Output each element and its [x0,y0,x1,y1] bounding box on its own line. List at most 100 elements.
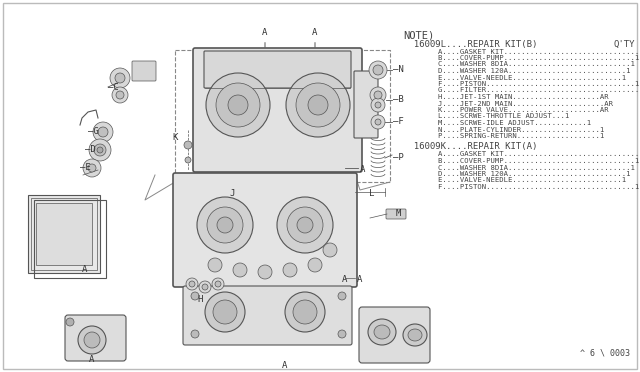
Circle shape [338,292,346,300]
Text: D....WASHER 120A...........................1: D....WASHER 120A........................… [403,171,630,177]
Circle shape [207,207,243,243]
FancyBboxPatch shape [204,51,351,88]
Circle shape [338,330,346,338]
Circle shape [287,207,323,243]
Circle shape [78,326,106,354]
FancyBboxPatch shape [183,286,352,345]
Circle shape [186,278,198,290]
FancyBboxPatch shape [386,209,406,219]
Text: E....VALVE-NEEDLE.........................1: E....VALVE-NEEDLE.......................… [403,74,626,80]
Circle shape [216,83,260,127]
FancyBboxPatch shape [65,315,126,361]
Circle shape [110,68,130,88]
Bar [36,203,92,265]
Circle shape [228,95,248,115]
Circle shape [116,91,124,99]
Text: NOTE): NOTE) [403,30,435,40]
Circle shape [112,87,128,103]
Circle shape [323,243,337,257]
FancyBboxPatch shape [354,71,378,138]
Circle shape [115,73,125,83]
Text: D....WASHER 120A...........................1: D....WASHER 120A........................… [403,68,630,74]
FancyBboxPatch shape [173,173,357,287]
Circle shape [191,292,199,300]
Circle shape [375,119,381,125]
Circle shape [199,281,211,293]
Text: A: A [357,276,363,285]
Circle shape [212,278,224,290]
Text: —C: —C [108,83,119,92]
Circle shape [308,95,328,115]
Text: A: A [342,276,348,285]
Circle shape [84,332,100,348]
Circle shape [375,102,381,108]
Text: M: M [396,208,401,218]
Circle shape [206,73,270,137]
Circle shape [297,217,313,233]
Ellipse shape [408,329,422,341]
Circle shape [308,258,322,272]
Text: C....WASHER 8DIA............................1: C....WASHER 8DIA........................… [403,61,635,67]
Circle shape [205,292,245,332]
Circle shape [258,265,272,279]
Ellipse shape [368,319,396,345]
Text: L....SCRWE-THROTTLE ADJUST...1: L....SCRWE-THROTTLE ADJUST...1 [403,113,569,119]
FancyBboxPatch shape [132,61,156,81]
Text: G....FILTER...................................1: G....FILTER.............................… [403,87,640,93]
Circle shape [286,73,350,137]
Text: C....WASHER 8DIA............................1: C....WASHER 8DIA........................… [403,164,635,170]
Text: —D: —D [85,145,96,154]
Circle shape [283,263,297,277]
Circle shape [89,139,111,161]
Circle shape [233,263,247,277]
Circle shape [94,144,106,156]
Text: F....PISTON..................................1: F....PISTON.............................… [403,184,639,190]
Text: K....POWER VALVE.....................AR: K....POWER VALVE.....................AR [403,107,609,113]
Text: F....PISTON..................................1: F....PISTON.............................… [403,81,639,87]
Text: A....GASKET KIT................................1: A....GASKET KIT.........................… [403,48,640,55]
Circle shape [371,98,385,112]
Circle shape [213,300,237,324]
FancyBboxPatch shape [193,48,362,172]
Circle shape [184,141,192,149]
Text: J: J [229,189,235,198]
Circle shape [83,159,101,177]
Bar [31,198,97,270]
Circle shape [66,318,74,326]
Text: A: A [360,166,365,174]
Circle shape [93,122,113,142]
Circle shape [202,284,208,290]
Circle shape [374,91,382,99]
Text: —F: —F [393,118,404,126]
Circle shape [370,87,386,103]
Text: A: A [83,266,88,275]
Circle shape [293,300,317,324]
Text: Q'TY: Q'TY [614,39,635,48]
Text: H: H [197,295,203,305]
Text: —B: —B [393,96,404,105]
Text: —N: —N [393,65,404,74]
Text: A: A [282,360,288,369]
Circle shape [296,83,340,127]
Text: N....PLATE-CYLINDER..................1: N....PLATE-CYLINDER..................1 [403,126,604,132]
Circle shape [217,217,233,233]
Circle shape [88,164,96,172]
Circle shape [208,258,222,272]
Text: A: A [262,28,268,47]
Circle shape [97,147,103,153]
Text: —G: —G [88,128,99,137]
Text: —P: —P [393,154,404,163]
Text: P....SPRING-RETURN...................1: P....SPRING-RETURN...................1 [403,133,604,139]
Text: J....JET-2ND MAIN.....................AR: J....JET-2ND MAIN.....................AR [403,100,613,106]
Circle shape [277,197,333,253]
Text: E....VALVE-NEEDLE.........................1: E....VALVE-NEEDLE.......................… [403,177,626,183]
Ellipse shape [403,324,427,346]
Text: B....COVER-PUMP..............................1: B....COVER-PUMP.........................… [403,55,639,61]
Circle shape [185,157,191,163]
Text: 16009K....REPAIR KIT(A): 16009K....REPAIR KIT(A) [403,142,538,151]
Text: A: A [312,28,317,47]
Text: B....COVER-PUMP..............................1: B....COVER-PUMP.........................… [403,158,639,164]
Text: A: A [90,356,95,365]
Circle shape [191,330,199,338]
Bar [28,195,100,273]
